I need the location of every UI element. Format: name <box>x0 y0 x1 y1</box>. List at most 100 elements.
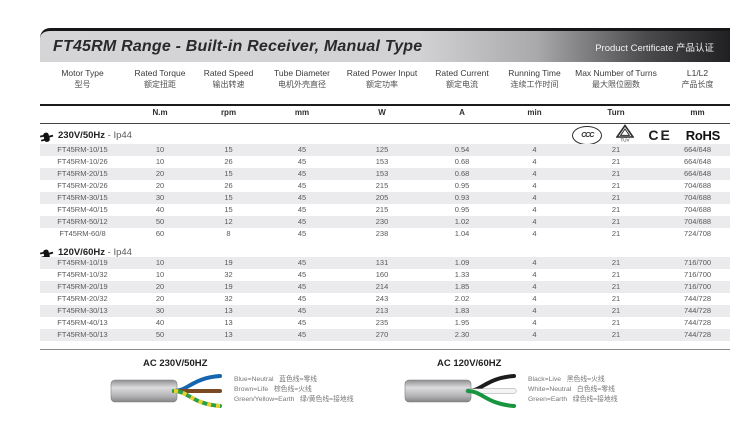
value-cell: 0.95 <box>454 181 470 190</box>
value-cell: 50 <box>155 217 165 226</box>
divider-line <box>40 123 730 124</box>
value-cell: 21 <box>611 306 621 315</box>
motor-type-cell: FT45RM-10/19 <box>57 258 108 267</box>
value-cell: 20 <box>155 282 165 291</box>
value-cell: 4 <box>532 229 537 238</box>
column-header: Motor Type 型号 <box>40 68 125 90</box>
diagram-body: Black=Live 黑色线=火线 White=Neutral 白色线=零线 Gre… <box>404 371 618 416</box>
title-bar: FT45RM Range - Built-in Receiver, Manual… <box>40 28 730 62</box>
value-cell: 21 <box>611 258 621 267</box>
value-cell: 21 <box>611 193 621 202</box>
column-header-zh: 额定扭距 <box>144 80 176 89</box>
value-cell: 0.95 <box>454 205 470 214</box>
value-cell: 40 <box>155 205 165 214</box>
table-row: FT45RM-30/13 30 13 45 213 1.83 4 21 744/728 <box>40 305 730 317</box>
value-cell: 45 <box>297 330 307 339</box>
value-cell: 21 <box>611 294 621 303</box>
cable-diagram-120v: AC 120V/60HZ Black=Live 黑色线=火线 White=Neutr… <box>404 358 618 416</box>
value-cell: 2.30 <box>454 330 470 339</box>
value-cell: 4 <box>532 330 537 339</box>
unit-label: N.m <box>152 108 168 117</box>
column-header: Tube Diameter 电机外壳直径 <box>262 68 342 90</box>
value-cell: 4 <box>532 282 537 291</box>
section-rows: FT45RM-10/15 10 15 45 125 0.54 4 21 664/648 FT45R… <box>40 144 730 240</box>
value-cell: 45 <box>297 169 307 178</box>
value-cell: 0.68 <box>454 157 470 166</box>
value-cell: 716/700 <box>683 282 712 291</box>
value-cell: 214 <box>375 282 389 291</box>
value-cell: 1.09 <box>454 258 470 267</box>
column-header-en: Tube Diameter <box>274 68 330 78</box>
value-cell: 4 <box>532 193 537 202</box>
cable-illustration <box>110 371 232 416</box>
column-header-en: Max Number of Turns <box>575 68 657 78</box>
table-row: FT45RM-30/15 30 15 45 205 0.93 4 21 704/688 <box>40 192 730 204</box>
column-header: Rated Power Input 额定功率 <box>342 68 422 90</box>
motor-type-cell: FT45RM-30/15 <box>57 193 108 202</box>
section-label: 230V/50Hz - Ip44 <box>58 130 132 141</box>
value-cell: 26 <box>224 157 233 166</box>
value-cell: 744/728 <box>683 330 712 339</box>
column-header-zh: 额定电流 <box>446 80 478 89</box>
section-ip-rating: - Ip44 <box>105 129 132 141</box>
value-cell: 45 <box>297 270 307 279</box>
value-cell: 21 <box>611 145 621 154</box>
value-cell: 4 <box>532 318 537 327</box>
value-cell: 4 <box>532 306 537 315</box>
wire-legend-line: Brown=Life 棕色线=火线 <box>234 386 312 393</box>
value-cell: 21 <box>611 181 621 190</box>
value-cell: 45 <box>297 181 307 190</box>
value-cell: 4 <box>532 294 537 303</box>
value-cell: 744/728 <box>683 318 712 327</box>
value-cell: 153 <box>375 169 389 178</box>
value-cell: 4 <box>532 145 537 154</box>
value-cell: 21 <box>611 282 621 291</box>
table-row: FT45RM-20/19 20 19 45 214 1.85 4 21 716/700 <box>40 281 730 293</box>
table-row: FT45RM-10/15 10 15 45 125 0.54 4 21 664/648 <box>40 144 730 156</box>
value-cell: 4 <box>532 270 537 279</box>
unit-label: mm <box>294 108 310 117</box>
table-row: FT45RM-50/12 50 12 45 230 1.02 4 21 704/688 <box>40 216 730 228</box>
value-cell: 213 <box>375 306 389 315</box>
value-cell: 215 <box>375 181 389 190</box>
cable-diagram-230v: AC 230V/50HZ Blue=Neutral 蓝色线=零线 Brown=Lif… <box>110 358 354 416</box>
value-cell: 1.33 <box>454 270 470 279</box>
value-cell: 0.68 <box>454 169 470 178</box>
value-cell: 45 <box>297 282 307 291</box>
value-cell: 10 <box>155 270 165 279</box>
value-cell: 704/688 <box>683 193 712 202</box>
column-header: Rated Torque 额定扭距 <box>125 68 195 90</box>
column-header-en: Rated Speed <box>203 68 254 78</box>
column-header: Rated Speed 输出转速 <box>195 68 262 90</box>
value-cell: 744/728 <box>683 294 712 303</box>
value-cell: 15 <box>224 145 233 154</box>
value-cell: 30 <box>155 193 165 202</box>
table-row: FT45RM-40/15 40 15 45 215 0.95 4 21 704/688 <box>40 204 730 216</box>
value-cell: 30 <box>155 306 165 315</box>
table-column-headers: Motor Type 型号 Rated Torque 额定扭距 Rated Speed 输… <box>40 68 730 90</box>
value-cell: 45 <box>297 193 307 202</box>
section-voltage: 230V/50Hz <box>58 129 106 141</box>
section-voltage: 120V/60Hz <box>58 246 106 258</box>
unit-label: W <box>378 108 386 117</box>
column-header-zh: 型号 <box>74 80 91 89</box>
ccc-mark-icon: CCC <box>572 125 603 145</box>
value-cell: 12 <box>224 217 233 226</box>
section-ip-rating: - Ip44 <box>105 246 132 258</box>
value-cell: 45 <box>297 294 307 303</box>
column-header: Max Number of Turns 最大限位圈数 <box>567 68 665 90</box>
value-cell: 10 <box>155 258 165 267</box>
column-header-en: L1/L2 <box>686 68 709 78</box>
column-header-en: Motor Type <box>61 68 104 78</box>
tuv-mark-icon: TÜV <box>615 123 635 147</box>
motor-type-cell: FT45RM-50/13 <box>57 330 108 339</box>
value-cell: 15 <box>224 193 233 202</box>
value-cell: 664/648 <box>683 145 712 154</box>
motor-type-cell: FT45RM-20/15 <box>57 169 108 178</box>
value-cell: 4 <box>532 169 537 178</box>
value-cell: 15 <box>224 169 233 178</box>
section-header-left: 230V/50Hz - Ip44 <box>39 130 132 142</box>
value-cell: 716/700 <box>683 258 712 267</box>
value-cell: 45 <box>297 306 307 315</box>
value-cell: 45 <box>297 229 307 238</box>
